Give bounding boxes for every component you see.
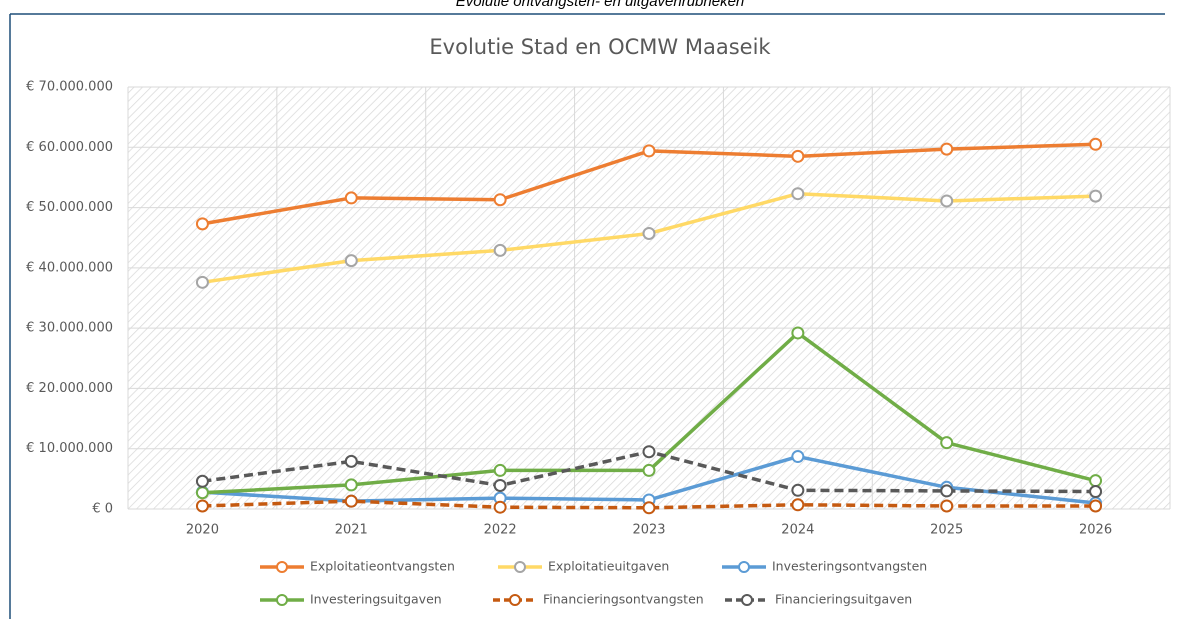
- legend-label: Exploitatieuitgaven: [548, 559, 669, 574]
- y-tick-label: € 70.000.000: [26, 80, 113, 95]
- legend-label: Financieringsontvangsten: [543, 592, 704, 607]
- legend-marker: [741, 594, 753, 606]
- point-marker: [642, 144, 656, 158]
- point-marker: [940, 142, 954, 156]
- x-tick-label: 2026: [1079, 523, 1112, 538]
- point-marker: [940, 484, 954, 498]
- point-marker: [642, 463, 656, 477]
- x-tick-label: 2025: [930, 523, 963, 538]
- x-tick-label: 2021: [335, 523, 368, 538]
- legend-label: Exploitatieontvangsten: [310, 559, 455, 574]
- point-marker: [493, 193, 507, 207]
- point-marker: [791, 326, 805, 340]
- point-marker: [1089, 189, 1103, 203]
- x-tick-label: 2022: [484, 523, 517, 538]
- page-heading: Evolutie ontvangsten- en uitgavenrubriek…: [456, 0, 745, 10]
- point-marker: [791, 483, 805, 497]
- legend-marker: [738, 561, 750, 573]
- point-marker: [791, 498, 805, 512]
- point-marker: [344, 478, 358, 492]
- point-marker: [493, 463, 507, 477]
- point-marker: [195, 217, 209, 231]
- legend-label: Investeringsontvangsten: [772, 559, 927, 574]
- legend-label: Financieringsuitgaven: [775, 592, 912, 607]
- x-tick-label: 2020: [186, 523, 219, 538]
- chart-title: Evolutie Stad en OCMW Maaseik: [429, 35, 771, 59]
- point-marker: [344, 494, 358, 508]
- point-marker: [344, 191, 358, 205]
- x-tick-label: 2023: [632, 523, 665, 538]
- point-marker: [195, 474, 209, 488]
- legend-label: Investeringsuitgaven: [310, 592, 442, 607]
- legend-marker: [514, 561, 526, 573]
- point-marker: [1089, 499, 1103, 513]
- point-marker: [493, 500, 507, 514]
- y-tick-label: € 10.000.000: [26, 441, 113, 456]
- point-marker: [195, 486, 209, 500]
- point-marker: [1089, 474, 1103, 488]
- point-marker: [940, 194, 954, 208]
- point-marker: [1089, 137, 1103, 151]
- point-marker: [344, 254, 358, 268]
- point-marker: [493, 478, 507, 492]
- point-marker: [642, 226, 656, 240]
- y-tick-label: € 20.000.000: [26, 381, 113, 396]
- y-tick-label: € 50.000.000: [26, 200, 113, 215]
- point-marker: [344, 454, 358, 468]
- x-tick-label: 2024: [781, 523, 814, 538]
- point-marker: [642, 501, 656, 515]
- point-marker: [1089, 485, 1103, 499]
- legend-marker: [276, 594, 288, 606]
- point-marker: [195, 499, 209, 513]
- point-marker: [493, 243, 507, 257]
- y-tick-label: € 0: [92, 502, 113, 517]
- legend-marker: [509, 594, 521, 606]
- point-marker: [791, 450, 805, 464]
- y-tick-label: € 60.000.000: [26, 140, 113, 155]
- point-marker: [940, 436, 954, 450]
- point-marker: [791, 187, 805, 201]
- point-marker: [940, 499, 954, 513]
- point-marker: [642, 445, 656, 459]
- point-marker: [195, 275, 209, 289]
- point-marker: [791, 149, 805, 163]
- legend-marker: [276, 561, 288, 573]
- y-tick-label: € 30.000.000: [26, 321, 113, 336]
- y-tick-label: € 40.000.000: [26, 260, 113, 275]
